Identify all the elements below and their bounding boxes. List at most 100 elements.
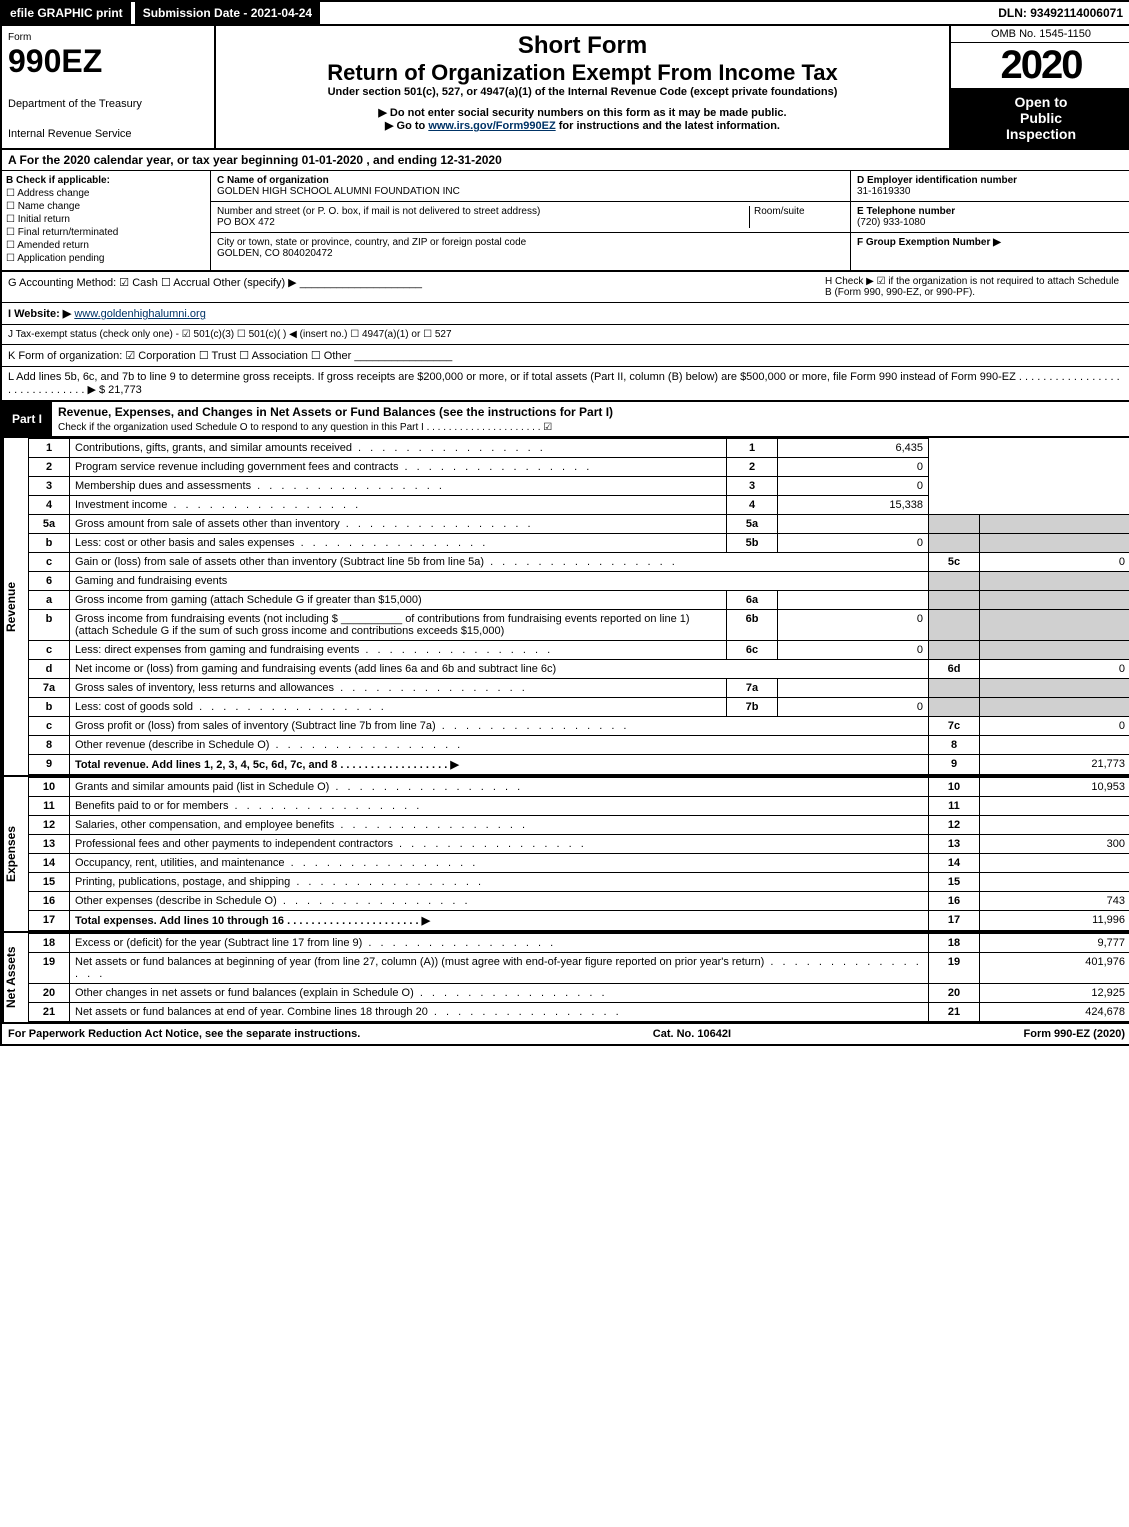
box-c-addr-label: Number and street (or P. O. box, if mail… <box>217 206 540 217</box>
part-i-label: Part I <box>2 409 52 429</box>
line-14-val <box>980 854 1129 873</box>
line-18-num: 18 <box>29 934 70 953</box>
revenue-section: Revenue 1Contributions, gifts, grants, a… <box>2 436 1129 775</box>
form-word: Form <box>8 32 208 43</box>
line-7c-val: 0 <box>980 717 1129 736</box>
line-5b-inval: 0 <box>778 534 929 553</box>
line-9-val: 21,773 <box>980 755 1129 775</box>
line-7b-outval-shade <box>980 698 1129 717</box>
line-21-box: 21 <box>929 1003 980 1022</box>
box-c: C Name of organization GOLDEN HIGH SCHOO… <box>211 171 850 270</box>
line-1-box: 1 <box>727 439 778 458</box>
line-13-box: 13 <box>929 835 980 854</box>
box-f-label: F Group Exemption Number ▶ <box>857 237 1001 248</box>
line-20-box: 20 <box>929 984 980 1003</box>
line-5a-inbox: 5a <box>727 515 778 534</box>
header-left: Form 990EZ Department of the Treasury In… <box>2 26 216 148</box>
line-13-desc: Professional fees and other payments to … <box>70 835 929 854</box>
line-6-desc: Gaming and fundraising events <box>70 572 929 591</box>
chk-address-change[interactable]: ☐ Address change <box>6 188 206 199</box>
open-public-inspection: Open to Public Inspection <box>951 88 1129 148</box>
line-17-num: 17 <box>29 911 70 931</box>
chk-amended-return[interactable]: ☐ Amended return <box>6 240 206 251</box>
line-7a-inbox: 7a <box>727 679 778 698</box>
line-7a-desc: Gross sales of inventory, less returns a… <box>70 679 727 698</box>
subtitle-section: Under section 501(c), 527, or 4947(a)(1)… <box>222 86 943 98</box>
line-7b-desc: Less: cost of goods sold <box>70 698 727 717</box>
line-7c-box: 7c <box>929 717 980 736</box>
dept-treasury: Department of the Treasury <box>8 98 208 110</box>
line-10-num: 10 <box>29 778 70 797</box>
line-i-website: I Website: ▶ www.goldenhighalumni.org <box>2 303 1129 325</box>
line-21-val: 424,678 <box>980 1003 1129 1022</box>
netassets-table: 18Excess or (deficit) for the year (Subt… <box>28 933 1129 1022</box>
form-number: 990EZ <box>8 43 208 80</box>
org-name: GOLDEN HIGH SCHOOL ALUMNI FOUNDATION INC <box>217 186 460 197</box>
line-1-val: 6,435 <box>778 439 929 458</box>
line-18-box: 18 <box>929 934 980 953</box>
line-6b-inbox: 6b <box>727 610 778 641</box>
line-2-desc: Program service revenue including govern… <box>70 458 727 477</box>
line-19-box: 19 <box>929 953 980 984</box>
line-16-val: 743 <box>980 892 1129 911</box>
line-6c-outval-shade <box>980 641 1129 660</box>
line-5b-outbox-shade <box>929 534 980 553</box>
line-6b-outval-shade <box>980 610 1129 641</box>
line-a-tax-year: A For the 2020 calendar year, or tax yea… <box>2 150 1129 171</box>
line-6d-val: 0 <box>980 660 1129 679</box>
line-6-outbox-shade <box>929 572 980 591</box>
topbar: efile GRAPHIC print Submission Date - 20… <box>2 2 1129 26</box>
header-right: OMB No. 1545-1150 2020 Open to Public In… <box>949 26 1129 148</box>
line-20-val: 12,925 <box>980 984 1129 1003</box>
line-7a-inval <box>778 679 929 698</box>
title-return: Return of Organization Exempt From Incom… <box>222 60 943 86</box>
line-19-num: 19 <box>29 953 70 984</box>
open-line2: Public <box>957 110 1125 126</box>
goto-prefix: ▶ Go to <box>385 120 428 132</box>
line-3-desc: Membership dues and assessments <box>70 477 727 496</box>
line-12-val <box>980 816 1129 835</box>
line-7c-desc: Gross profit or (loss) from sales of inv… <box>70 717 929 736</box>
footer-left: For Paperwork Reduction Act Notice, see … <box>8 1028 360 1040</box>
website-prefix: I Website: ▶ <box>8 308 71 320</box>
line-11-val <box>980 797 1129 816</box>
line-1-num: 1 <box>29 439 70 458</box>
line-7a-num: 7a <box>29 679 70 698</box>
irs-link[interactable]: www.irs.gov/Form990EZ <box>428 120 555 132</box>
efile-print-button[interactable]: efile GRAPHIC print <box>2 2 131 24</box>
line-4-num: 4 <box>29 496 70 515</box>
line-5c-box: 5c <box>929 553 980 572</box>
chk-name-change[interactable]: ☐ Name change <box>6 201 206 212</box>
line-5c-val: 0 <box>980 553 1129 572</box>
line-12-box: 12 <box>929 816 980 835</box>
line-8-num: 8 <box>29 736 70 755</box>
line-13-num: 13 <box>29 835 70 854</box>
line-19-val: 401,976 <box>980 953 1129 984</box>
ein-value: 31-1619330 <box>857 186 910 197</box>
line-5b-num: b <box>29 534 70 553</box>
expenses-section: Expenses 10Grants and similar amounts pa… <box>2 775 1129 931</box>
line-5c-desc: Gain or (loss) from sale of assets other… <box>70 553 929 572</box>
line-20-desc: Other changes in net assets or fund bala… <box>70 984 929 1003</box>
org-city: GOLDEN, CO 804020472 <box>217 248 333 259</box>
line-15-val <box>980 873 1129 892</box>
line-6-outval-shade <box>980 572 1129 591</box>
line-10-box: 10 <box>929 778 980 797</box>
chk-application-pending[interactable]: ☐ Application pending <box>6 253 206 264</box>
line-5c-num: c <box>29 553 70 572</box>
line-7a-outval-shade <box>980 679 1129 698</box>
part-i-header: Part I Revenue, Expenses, and Changes in… <box>2 402 1129 436</box>
chk-final-return[interactable]: ☐ Final return/terminated <box>6 227 206 238</box>
line-19-desc: Net assets or fund balances at beginning… <box>70 953 929 984</box>
line-2-box: 2 <box>727 458 778 477</box>
website-link[interactable]: www.goldenhighalumni.org <box>74 308 205 320</box>
line-5b-desc: Less: cost or other basis and sales expe… <box>75 537 488 549</box>
goto-suffix: for instructions and the latest informat… <box>556 120 780 132</box>
line-6-num: 6 <box>29 572 70 591</box>
line-10-val: 10,953 <box>980 778 1129 797</box>
netassets-section: Net Assets 18Excess or (deficit) for the… <box>2 931 1129 1024</box>
org-address: PO BOX 472 <box>217 217 275 228</box>
line-14-box: 14 <box>929 854 980 873</box>
line-4-val: 15,338 <box>778 496 929 515</box>
chk-initial-return[interactable]: ☐ Initial return <box>6 214 206 225</box>
